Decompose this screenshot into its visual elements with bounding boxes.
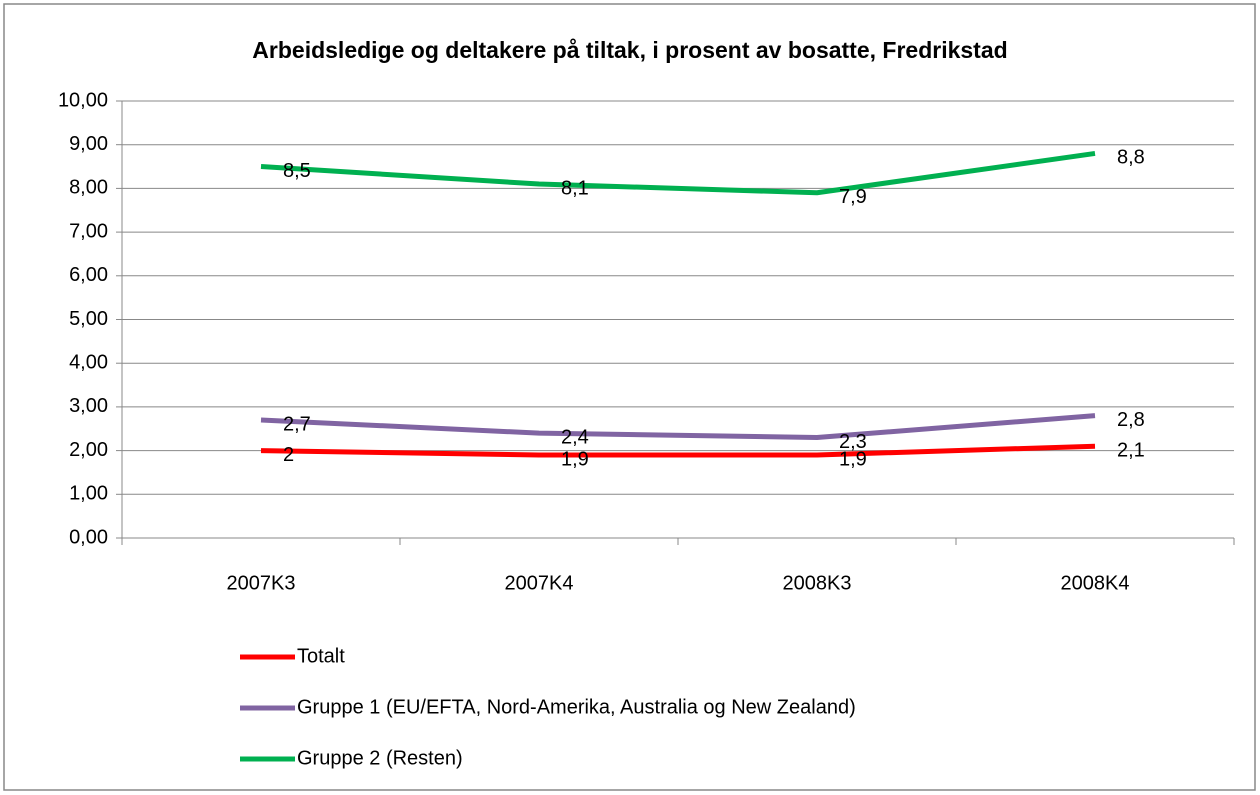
y-tick-label: 4,00 [69,351,108,373]
y-tick-label: 6,00 [69,264,108,286]
series-line [260,443,1096,458]
y-tick-label: 8,00 [69,177,108,199]
data-label: 8,5 [283,160,311,182]
legend-label: Totalt [297,645,345,667]
y-tick-label: 0,00 [69,526,108,548]
chart-border [3,3,1256,791]
x-tick-label: 2008K4 [1061,572,1130,594]
data-label: 2,3 [839,431,867,453]
x-tick-label: 2008K3 [783,572,852,594]
data-label: 8,8 [1117,147,1145,169]
legend-label: Gruppe 1 (EU/EFTA, Nord-Amerika, Austral… [297,696,856,718]
data-label: 2,8 [1117,409,1145,431]
y-tick-label: 1,00 [69,483,108,505]
data-label: 2,4 [561,426,589,448]
data-label: 2,1 [1117,440,1145,462]
data-label: 8,1 [561,177,589,199]
y-tick-label: 2,00 [69,439,108,461]
y-tick-label: 3,00 [69,395,108,417]
series-line [260,413,1096,440]
chart-title: Arbeidsledige og deltakere på tiltak, i … [252,37,1007,63]
data-label: 7,9 [839,186,867,208]
series-line [260,150,1096,196]
x-tick-label: 2007K3 [227,572,296,594]
x-tick-label: 2007K4 [505,572,574,594]
data-label: 1,9 [561,448,589,470]
data-label: 2 [283,444,294,466]
data-label: 1,9 [839,448,867,470]
y-tick-label: 5,00 [69,308,108,330]
y-tick-label: 9,00 [69,133,108,155]
y-tick-label: 10,00 [58,89,108,111]
y-tick-label: 7,00 [69,220,108,242]
data-label: 2,7 [283,413,311,435]
legend-label: Gruppe 2 (Resten) [297,747,463,769]
